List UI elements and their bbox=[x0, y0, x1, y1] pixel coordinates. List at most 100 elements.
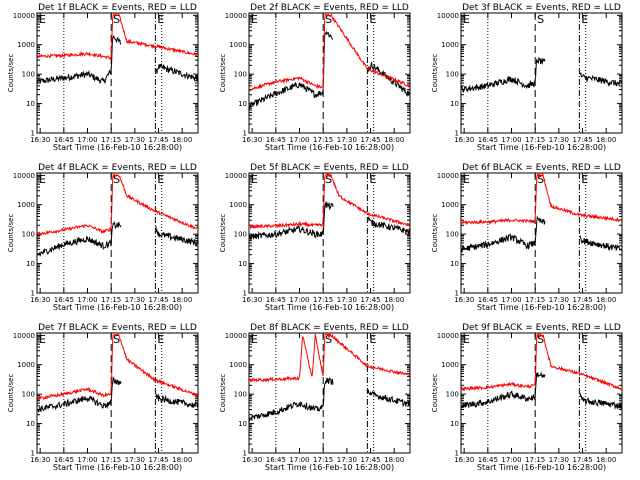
y-axis-label: Counts/sec bbox=[431, 374, 439, 413]
x-tick-label: 17:15 bbox=[313, 296, 333, 304]
mid-marker: S bbox=[113, 173, 120, 186]
x-tick-label: 17:30 bbox=[549, 136, 569, 144]
mid-marker: S bbox=[325, 13, 332, 26]
x-tick-label: 18:00 bbox=[596, 456, 616, 464]
x-tick-label: 17:15 bbox=[313, 136, 333, 144]
x-tick-label: 16:30 bbox=[242, 296, 262, 304]
panel-title: Det 7f BLACK = Events, RED = LLD bbox=[38, 323, 197, 333]
y-tick-label: 1000 bbox=[441, 201, 459, 209]
events-series-line bbox=[155, 226, 198, 247]
x-axis-label: Start Time (16-Feb-10 16:28:00) bbox=[477, 303, 606, 312]
x-tick-label: 18:00 bbox=[172, 136, 192, 144]
plot-frame bbox=[248, 332, 411, 454]
x-tick-label: 17:00 bbox=[501, 456, 521, 464]
x-tick-label: 17:00 bbox=[289, 296, 309, 304]
panel-title: Det 9f BLACK = Events, RED = LLD bbox=[462, 323, 621, 333]
x-tick-label: 17:00 bbox=[77, 456, 97, 464]
end-marker: E bbox=[157, 333, 164, 346]
x-tick-label: 17:30 bbox=[125, 136, 145, 144]
y-tick-label: 10000 bbox=[13, 12, 35, 20]
panel-title: Det 1f BLACK = Events, RED = LLD bbox=[38, 3, 197, 13]
x-tick-label: 16:45 bbox=[54, 296, 74, 304]
y-axis-label: Counts/sec bbox=[431, 54, 439, 93]
y-axis-label: Counts/sec bbox=[431, 214, 439, 253]
x-tick-label: 16:45 bbox=[478, 296, 498, 304]
end-marker: E bbox=[369, 333, 376, 346]
end-marker: E bbox=[157, 13, 164, 26]
y-tick-label: 1000 bbox=[17, 361, 35, 369]
x-tick-label: 17:00 bbox=[289, 456, 309, 464]
lld-series-line bbox=[37, 173, 198, 237]
plot-frame bbox=[248, 12, 411, 134]
mid-marker: S bbox=[537, 173, 544, 186]
x-tick-label: 16:45 bbox=[266, 136, 286, 144]
x-tick-label: 17:45 bbox=[148, 296, 168, 304]
lld-series-line bbox=[37, 333, 198, 401]
x-tick-label: 18:00 bbox=[384, 456, 404, 464]
mid-marker: S bbox=[537, 333, 544, 346]
x-tick-label: 17:15 bbox=[525, 136, 545, 144]
start-marker: E bbox=[39, 173, 46, 186]
panel-title: Det 6f BLACK = Events, RED = LLD bbox=[462, 163, 621, 173]
plot-frame bbox=[36, 172, 199, 294]
x-tick-label: 16:30 bbox=[242, 136, 262, 144]
start-marker: E bbox=[251, 173, 258, 186]
y-tick-label: 100 bbox=[234, 391, 247, 399]
x-tick-label: 17:30 bbox=[337, 136, 357, 144]
events-series-line bbox=[579, 235, 622, 252]
events-series-line bbox=[155, 62, 198, 83]
y-tick-label: 10000 bbox=[225, 12, 247, 20]
events-series-line bbox=[249, 30, 334, 110]
y-tick-label: 10000 bbox=[13, 332, 35, 340]
start-marker: E bbox=[463, 173, 470, 186]
x-tick-label: 16:45 bbox=[266, 296, 286, 304]
x-tick-label: 17:30 bbox=[125, 296, 145, 304]
x-axis-label: Start Time (16-Feb-10 16:28:00) bbox=[265, 303, 394, 312]
mid-marker: S bbox=[537, 13, 544, 26]
y-axis-label: Counts/sec bbox=[7, 374, 15, 413]
y-tick-label: 10 bbox=[238, 260, 247, 268]
lld-series-line bbox=[461, 173, 622, 226]
y-tick-label: 1000 bbox=[229, 361, 247, 369]
events-series-line bbox=[461, 371, 546, 410]
y-tick-label: 10000 bbox=[225, 332, 247, 340]
y-axis-label: Counts/sec bbox=[7, 54, 15, 93]
y-tick-label: 1000 bbox=[229, 41, 247, 49]
x-tick-label: 17:30 bbox=[337, 456, 357, 464]
y-tick-label: 100 bbox=[22, 391, 35, 399]
y-tick-label: 10 bbox=[26, 100, 35, 108]
x-tick-label: 17:30 bbox=[337, 296, 357, 304]
y-tick-label: 1 bbox=[31, 450, 35, 458]
events-series-line bbox=[37, 376, 122, 413]
panel-title: Det 3f BLACK = Events, RED = LLD bbox=[462, 3, 621, 13]
mid-marker: S bbox=[325, 173, 332, 186]
x-tick-label: 16:30 bbox=[454, 296, 474, 304]
y-tick-label: 1000 bbox=[229, 201, 247, 209]
x-tick-label: 17:15 bbox=[313, 456, 333, 464]
x-tick-label: 17:15 bbox=[101, 136, 121, 144]
lld-series-line bbox=[461, 333, 622, 392]
y-tick-label: 10 bbox=[450, 260, 459, 268]
x-tick-label: 16:45 bbox=[478, 456, 498, 464]
events-series-line bbox=[155, 393, 198, 409]
x-tick-label: 17:45 bbox=[360, 136, 380, 144]
lld-series-line bbox=[37, 13, 198, 61]
end-marker: E bbox=[581, 333, 588, 346]
x-tick-label: 17:45 bbox=[148, 136, 168, 144]
x-tick-label: 17:00 bbox=[77, 296, 97, 304]
y-tick-label: 100 bbox=[234, 71, 247, 79]
x-tick-label: 18:00 bbox=[172, 296, 192, 304]
plot-frame bbox=[36, 12, 199, 134]
start-marker: E bbox=[251, 13, 258, 26]
x-axis-label: Start Time (16-Feb-10 16:28:00) bbox=[53, 303, 182, 312]
x-tick-label: 16:45 bbox=[54, 456, 74, 464]
x-tick-label: 17:45 bbox=[148, 456, 168, 464]
x-tick-label: 17:45 bbox=[360, 456, 380, 464]
panel-title: Det 8f BLACK = Events, RED = LLD bbox=[250, 323, 409, 333]
y-tick-label: 100 bbox=[22, 231, 35, 239]
mid-marker: S bbox=[325, 333, 332, 346]
end-marker: E bbox=[581, 13, 588, 26]
x-axis-label: Start Time (16-Feb-10 16:28:00) bbox=[265, 463, 394, 472]
y-tick-label: 10000 bbox=[225, 172, 247, 180]
y-tick-label: 10 bbox=[450, 100, 459, 108]
